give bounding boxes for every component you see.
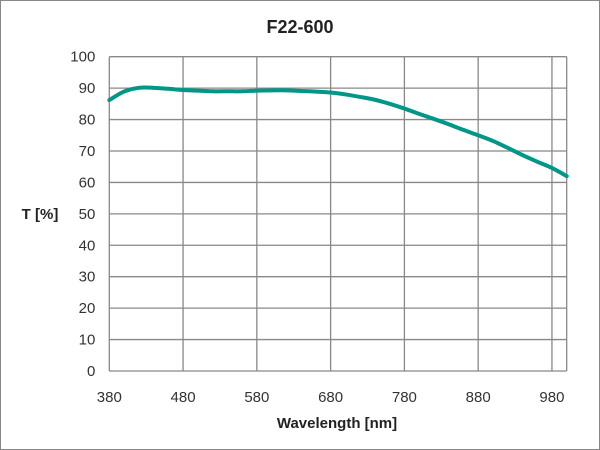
y-tick-label: 20 <box>79 300 96 317</box>
x-tick-label: 380 <box>97 389 122 406</box>
x-tick-label: 680 <box>318 389 343 406</box>
y-tick-label: 60 <box>79 174 96 191</box>
y-tick-label: 90 <box>79 80 96 97</box>
y-tick-label: 80 <box>79 112 96 129</box>
transmission-curve <box>107 85 569 179</box>
x-tick-label: 580 <box>244 389 269 406</box>
y-tick-label: 0 <box>87 363 95 380</box>
x-tick-label: 880 <box>466 389 491 406</box>
y-tick-label: 30 <box>79 269 96 286</box>
y-tick-label: 50 <box>79 206 96 223</box>
y-tick-label: 10 <box>79 332 96 349</box>
y-tick-label: 70 <box>79 143 96 160</box>
y-tick-label: 100 <box>70 49 95 66</box>
x-axis-label: Wavelength [nm] <box>277 415 397 432</box>
x-tick-label: 980 <box>539 389 564 406</box>
x-tick-label: 480 <box>171 389 196 406</box>
y-tick-label: 40 <box>79 237 96 254</box>
y-axis-label: T [%] <box>22 206 59 223</box>
x-tick-label: 780 <box>392 389 417 406</box>
chart-title: F22-600 <box>266 17 333 37</box>
